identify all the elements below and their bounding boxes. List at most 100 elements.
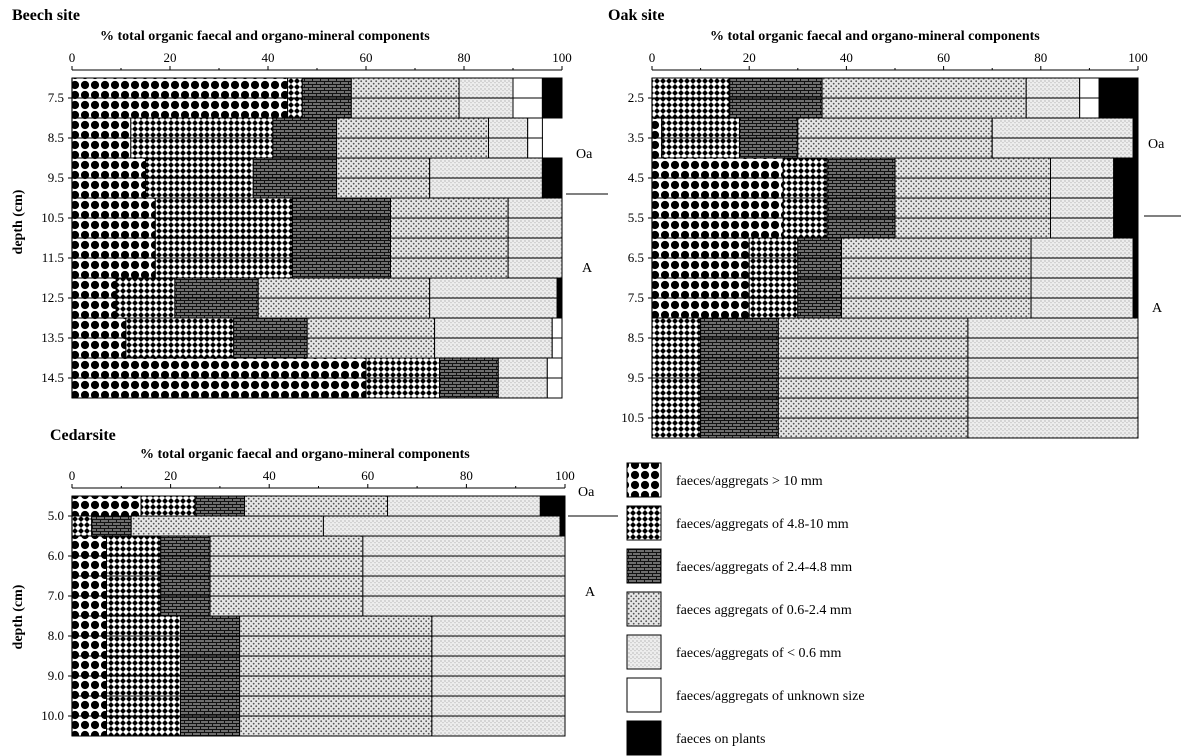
bar-segment — [239, 635, 433, 657]
bar-segment — [1098, 97, 1139, 119]
beech-site-panel: Beech site % total organic faecal and org… — [11, 7, 608, 399]
oak-site-panel: Oak site % total organic faecal and organ… — [608, 7, 1181, 439]
bar-segment — [651, 337, 702, 359]
bar-segment — [362, 535, 566, 557]
y-tick-label: 10.0 — [41, 708, 64, 723]
bar-segment — [306, 337, 436, 359]
bar-segment — [729, 97, 823, 119]
horizon-label: Oa — [576, 147, 593, 162]
bar-segment — [350, 77, 460, 99]
bar-segment — [1030, 237, 1134, 259]
bar-segment — [661, 117, 740, 139]
bar-segment — [1050, 197, 1115, 219]
y-tick-label: 14.5 — [41, 370, 64, 385]
bar-segment — [541, 97, 563, 119]
bar-segment — [700, 337, 779, 359]
bar-segment — [106, 555, 162, 577]
bar-segment — [661, 137, 740, 159]
bar-segment — [967, 417, 1139, 439]
bar-segment — [651, 137, 663, 159]
bar-segment — [365, 357, 440, 379]
bar-segment — [777, 417, 969, 439]
bar-segment — [429, 297, 558, 319]
bar-segment — [826, 217, 896, 239]
bar-segment — [306, 317, 436, 339]
horizon-label: Oa — [1148, 137, 1165, 152]
bar-segment — [841, 237, 1032, 259]
bar-segment — [233, 317, 308, 339]
bar-segment — [239, 675, 433, 697]
y-tick-label: 6.5 — [628, 250, 644, 265]
bar-segment — [239, 715, 433, 737]
bar-segment — [362, 555, 566, 577]
bar-segment — [179, 695, 241, 717]
bar-segment — [797, 117, 993, 139]
bar-segment — [541, 177, 563, 199]
bar-segment — [71, 217, 156, 239]
bar-segment — [527, 117, 543, 139]
x-tick-label: 80 — [458, 50, 471, 65]
bar-segment — [967, 317, 1139, 339]
bar-segment — [434, 317, 553, 339]
bar-segment — [556, 277, 563, 299]
bar-segment — [71, 555, 108, 577]
bar-segment — [209, 555, 364, 577]
bar-segment — [125, 317, 235, 339]
y-tick-label: 12.5 — [41, 290, 64, 305]
cedar-site-panel: Cedarsite % total organic faecal and orga… — [11, 427, 618, 737]
bar-segment — [777, 377, 969, 399]
bar-segment — [160, 595, 211, 617]
bar-segment — [651, 397, 702, 419]
legend-swatch — [626, 720, 662, 756]
y-tick-label: 10.5 — [41, 210, 64, 225]
bar-segment — [106, 615, 181, 637]
bar-segment — [797, 277, 843, 299]
legend-swatch — [626, 591, 662, 627]
bar-segment — [301, 97, 352, 119]
bar-segment — [507, 257, 563, 279]
bar-segment — [841, 277, 1032, 299]
y-tick-label: 5.0 — [48, 508, 64, 523]
bar-segment — [154, 197, 293, 219]
bar-segment — [1050, 157, 1115, 179]
y-tick-label: 8.0 — [48, 628, 64, 643]
bar-segment — [71, 177, 146, 199]
bar-segment — [390, 257, 509, 279]
bar-segment — [539, 495, 566, 517]
bar-segment — [154, 217, 293, 239]
horizon-label: Oa — [578, 485, 595, 500]
bar-segment — [748, 277, 799, 299]
bar-segment — [556, 297, 563, 319]
bar-segment — [365, 377, 440, 399]
legend-label: faeces/aggregats of unknown size — [676, 689, 865, 704]
bar-segment — [179, 675, 241, 697]
y-tick-label: 3.5 — [628, 130, 644, 145]
bar-segment — [179, 655, 241, 677]
bar-segment — [748, 237, 799, 259]
y-tick-label: 2.5 — [628, 90, 644, 105]
bar-segment — [106, 675, 181, 697]
bar-segment — [71, 257, 156, 279]
bar-segment — [91, 515, 132, 537]
bar-segment — [336, 177, 431, 199]
y-tick-label: 7.5 — [48, 90, 64, 105]
bar-segment — [431, 615, 566, 637]
bar-segment — [651, 237, 750, 259]
bar-segment — [546, 357, 563, 379]
bar-segment — [777, 357, 969, 379]
bar-segment — [821, 77, 1027, 99]
bar-segment — [1030, 297, 1134, 319]
bar-segment — [71, 377, 367, 399]
bar-segment — [292, 197, 391, 219]
bar-segment — [651, 317, 702, 339]
bar-segment — [967, 357, 1139, 379]
axis-subtitle: % total organic faecal and organo-minera… — [710, 29, 1040, 44]
bar-segment — [174, 297, 259, 319]
bar-segment — [106, 695, 181, 717]
bar-segment — [1113, 197, 1139, 219]
bar-segment — [257, 277, 431, 299]
bar-segment — [429, 157, 543, 179]
bar-segment — [160, 555, 211, 577]
bar-segment — [287, 97, 303, 119]
bar-segment — [106, 575, 162, 597]
